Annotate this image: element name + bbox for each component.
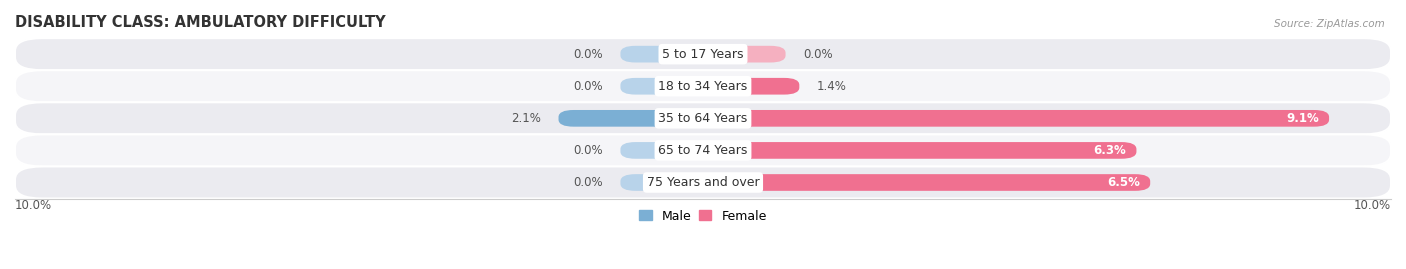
- Text: 6.3%: 6.3%: [1094, 144, 1126, 157]
- Text: 0.0%: 0.0%: [574, 144, 603, 157]
- Text: 0.0%: 0.0%: [574, 80, 603, 93]
- Text: Source: ZipAtlas.com: Source: ZipAtlas.com: [1274, 19, 1385, 29]
- Text: 35 to 64 Years: 35 to 64 Years: [658, 112, 748, 125]
- Text: 75 Years and over: 75 Years and over: [647, 176, 759, 189]
- FancyBboxPatch shape: [15, 102, 1391, 134]
- Text: 10.0%: 10.0%: [1354, 199, 1391, 211]
- FancyBboxPatch shape: [703, 110, 1329, 127]
- FancyBboxPatch shape: [15, 167, 1391, 199]
- Text: 10.0%: 10.0%: [15, 199, 52, 211]
- Text: DISABILITY CLASS: AMBULATORY DIFFICULTY: DISABILITY CLASS: AMBULATORY DIFFICULTY: [15, 15, 385, 30]
- Text: 5 to 17 Years: 5 to 17 Years: [662, 48, 744, 61]
- Text: 18 to 34 Years: 18 to 34 Years: [658, 80, 748, 93]
- Text: 0.0%: 0.0%: [574, 48, 603, 61]
- FancyBboxPatch shape: [15, 70, 1391, 102]
- FancyBboxPatch shape: [703, 78, 800, 95]
- Text: 6.5%: 6.5%: [1107, 176, 1140, 189]
- FancyBboxPatch shape: [620, 46, 703, 62]
- FancyBboxPatch shape: [15, 134, 1391, 167]
- Text: 0.0%: 0.0%: [803, 48, 832, 61]
- Text: 9.1%: 9.1%: [1286, 112, 1319, 125]
- Text: 1.4%: 1.4%: [817, 80, 846, 93]
- Text: 2.1%: 2.1%: [512, 112, 541, 125]
- Text: 0.0%: 0.0%: [574, 176, 603, 189]
- Legend: Male, Female: Male, Female: [634, 205, 772, 228]
- FancyBboxPatch shape: [620, 174, 703, 191]
- FancyBboxPatch shape: [703, 174, 1150, 191]
- FancyBboxPatch shape: [620, 142, 703, 159]
- FancyBboxPatch shape: [558, 110, 703, 127]
- FancyBboxPatch shape: [703, 142, 1136, 159]
- FancyBboxPatch shape: [15, 38, 1391, 70]
- FancyBboxPatch shape: [703, 46, 786, 62]
- Text: 65 to 74 Years: 65 to 74 Years: [658, 144, 748, 157]
- FancyBboxPatch shape: [620, 78, 703, 95]
